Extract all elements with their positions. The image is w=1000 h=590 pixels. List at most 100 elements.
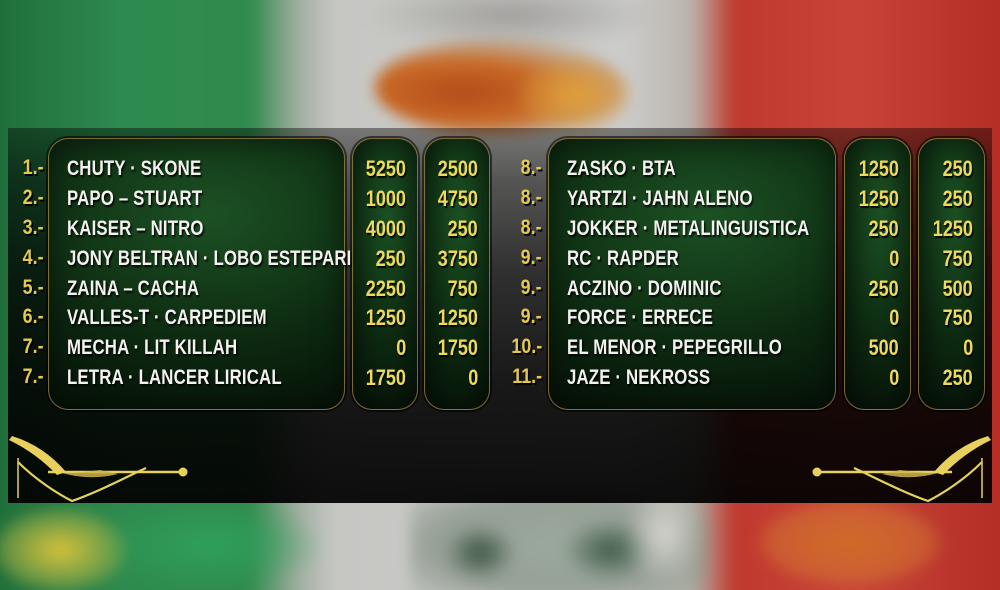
pair-name: CHUTY · SKONE [67, 156, 202, 180]
score-value: 500 [942, 275, 973, 301]
rank-cell: 10.- [492, 332, 542, 362]
score-cell: 1250 [425, 303, 489, 333]
bottom-center-dark-shape [445, 525, 515, 580]
score-value: 2250 [365, 275, 406, 301]
score-cell: 750 [919, 303, 984, 333]
score-value: 250 [447, 215, 478, 241]
rank-cell: 9.- [492, 273, 542, 303]
score-cell: 3750 [425, 244, 489, 274]
rank-label: 3.- [23, 215, 44, 239]
rank-cell: 7.- [4, 362, 44, 392]
score-cell: 1750 [353, 363, 417, 393]
rank-label: 9.- [521, 305, 542, 329]
score-cell: 500 [919, 274, 984, 304]
score-value: 1000 [365, 185, 406, 211]
score-cell: 0 [353, 333, 417, 363]
rank-label: 7.- [23, 365, 44, 389]
score-cell: 250 [353, 244, 417, 274]
leaderboard-row: PAPO – STUART [49, 184, 344, 214]
pair-name: EL MENOR · PEPEGRILLO [567, 336, 782, 360]
leaderboard-row: ZAINA – CACHA [49, 274, 344, 304]
score-cell: 250 [919, 363, 984, 393]
score-cell: 1250 [845, 184, 910, 214]
pair-name: ACZINO · DOMINIC [567, 276, 722, 300]
rank-label: 8.- [521, 185, 542, 209]
score-cell: 500 [845, 333, 910, 363]
flag-emblem-highlight-blur [520, 60, 630, 130]
score-cell: 250 [845, 214, 910, 244]
rank-cell: 8.- [492, 183, 542, 213]
score-value: 4750 [437, 185, 478, 211]
rank-cell: 5.- [4, 273, 44, 303]
pair-name: MECHA · LIT KILLAH [67, 336, 238, 360]
score-value: 1750 [437, 335, 478, 361]
left-names-panel: CHUTY · SKONE PAPO – STUART KAISER – NIT… [48, 138, 365, 410]
score-value: 0 [888, 245, 899, 271]
pair-name: KAISER – NITRO [67, 216, 204, 240]
rank-cell: 1.- [4, 153, 44, 183]
score-cell: 0 [845, 244, 910, 274]
pair-name: LETRA · LANCER LIRICAL [67, 366, 282, 390]
rank-label: 8.- [521, 215, 542, 239]
score-value: 3750 [437, 245, 478, 271]
rank-label: 10.- [511, 335, 542, 359]
leaderboard-row: KAISER – NITRO [49, 214, 344, 244]
rank-label: 6.- [23, 305, 44, 329]
score-value: 250 [942, 365, 973, 391]
rank-label: 8.- [521, 155, 542, 179]
score-cell: 750 [919, 244, 984, 274]
rank-label: 2.- [23, 185, 44, 209]
score-value: 250 [942, 155, 973, 181]
leaderboard-row: RC · RAPDER [549, 244, 835, 274]
score-cell: 1250 [919, 214, 984, 244]
rank-cell: 3.- [4, 213, 44, 243]
score-value: 250 [375, 245, 406, 271]
score-value: 0 [962, 335, 973, 361]
score-value: 0 [395, 335, 406, 361]
score-cell: 1750 [425, 333, 489, 363]
pair-name: YARTZI · JAHN ALENO [567, 186, 753, 210]
pair-name: PAPO – STUART [67, 186, 203, 210]
score-value: 500 [868, 335, 899, 361]
right-rank-column: 8.- 8.- 8.- 9.- 9.- 9.- [492, 138, 542, 410]
leaderboard-row: EL MENOR · PEPEGRILLO [549, 333, 835, 363]
score-value: 250 [868, 275, 899, 301]
rank-cell: 6.- [4, 302, 44, 332]
rank-cell: 4.- [4, 243, 44, 273]
score-value: 250 [868, 215, 899, 241]
pair-name: JONY BELTRAN · LOBO ESTEPARIO [67, 246, 365, 270]
score-value: 1250 [858, 185, 899, 211]
leaderboard-row: JONY BELTRAN · LOBO ESTEPARIO [49, 244, 365, 274]
score-cell: 5250 [353, 154, 417, 184]
score-cell: 2500 [425, 154, 489, 184]
score-value: 250 [942, 185, 973, 211]
score-cell: 1250 [353, 303, 417, 333]
pair-name: JOKKER · METALINGUISTICA [567, 216, 810, 240]
rank-cell: 9.- [492, 302, 542, 332]
rank-label: 5.- [23, 275, 44, 299]
leaderboard-row: YARTZI · JAHN ALENO [549, 184, 835, 214]
score-cell: 1250 [845, 154, 910, 184]
rank-cell: 7.- [4, 332, 44, 362]
leaderboard-row: LETRA · LANCER LIRICAL [49, 363, 344, 393]
score-value: 1750 [365, 365, 406, 391]
score-cell: 4750 [425, 184, 489, 214]
rank-label: 1.- [23, 155, 44, 179]
score-cell: 0 [919, 333, 984, 363]
score-value: 750 [447, 275, 478, 301]
score-cell: 2250 [353, 274, 417, 304]
right-names-panel: ZASKO · BTA YARTZI · JAHN ALENO JOKKER ·… [548, 138, 836, 410]
leaderboard-row: FORCE · ERRECE [549, 303, 835, 333]
pair-name: JAZE · NEKROSS [567, 366, 711, 390]
leaderboard-row: VALLES-T · CARPEDIEM [49, 303, 344, 333]
rank-cell: 11.- [492, 362, 542, 392]
score-cell: 0 [425, 363, 489, 393]
score-value: 0 [888, 305, 899, 331]
score-value: 1250 [858, 155, 899, 181]
left-score-panel-a: 5250 1000 4000 250 2250 1 [352, 138, 418, 410]
score-cell: 0 [845, 363, 910, 393]
score-cell: 250 [425, 214, 489, 244]
score-value: 2500 [437, 155, 478, 181]
rank-cell: 2.- [4, 183, 44, 213]
score-value: 1250 [437, 305, 478, 331]
